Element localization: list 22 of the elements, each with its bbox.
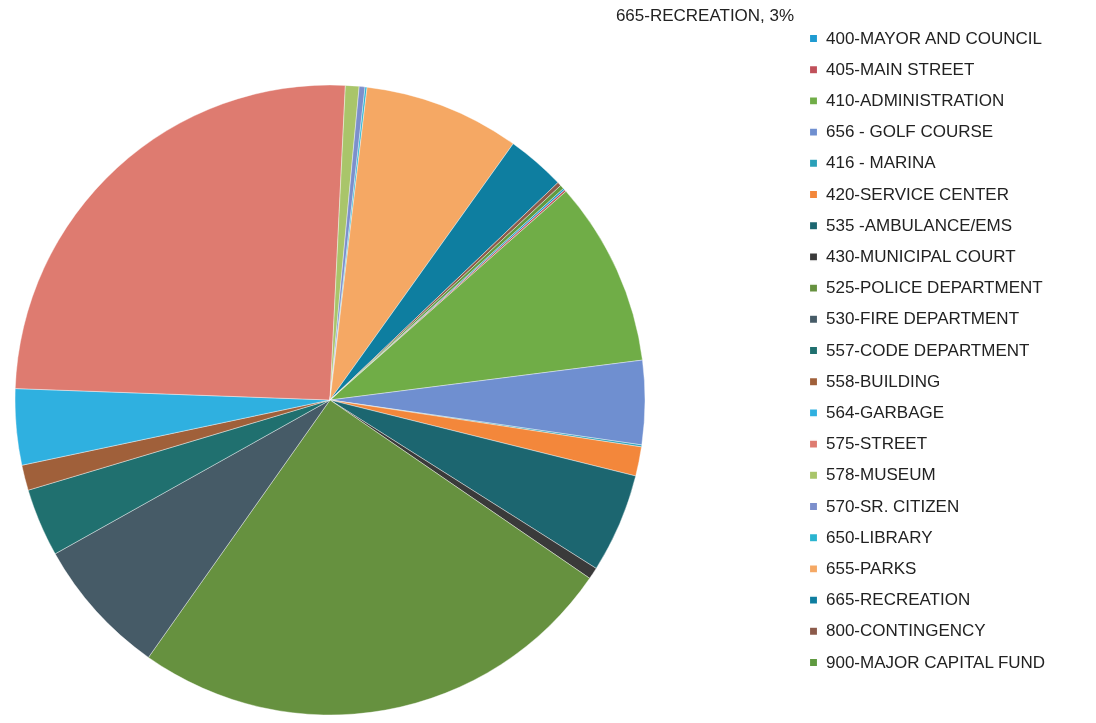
legend-label: 400-MAYOR AND COUNCIL bbox=[826, 28, 1043, 48]
legend-label: 410-ADMINISTRATION bbox=[826, 90, 1005, 110]
legend-label: 800-CONTINGENCY bbox=[826, 621, 986, 641]
legend-label: 656 - GOLF COURSE bbox=[826, 122, 994, 142]
legend-label: 655-PARKS bbox=[826, 558, 917, 578]
legend-label: 578-MUSEUM bbox=[826, 465, 936, 485]
legend-label: 420-SERVICE CENTER bbox=[826, 184, 1009, 204]
legend-label: 665-RECREATION bbox=[826, 590, 971, 610]
legend-label: 650-LIBRARY bbox=[826, 527, 933, 547]
legend-label: 530-FIRE DEPARTMENT bbox=[826, 309, 1020, 329]
legend-label: 570-SR. CITIZEN bbox=[826, 496, 960, 516]
legend-label: 564-GARBAGE bbox=[826, 402, 945, 422]
legend-label: 557-CODE DEPARTMENT bbox=[826, 340, 1030, 360]
legend-label: 525-POLICE DEPARTMENT bbox=[826, 278, 1043, 298]
legend-label: 405-MAIN STREET bbox=[826, 59, 975, 79]
text: 665-RECREATION, 3% bbox=[615, 6, 795, 25]
legend-label: 900-MAJOR CAPITAL FUND bbox=[826, 652, 1046, 672]
legend-label: 416 - MARINA bbox=[826, 153, 937, 173]
legend-label: 558-BUILDING bbox=[826, 371, 941, 391]
legend-label: 430-MUNICIPAL COURT bbox=[826, 246, 1016, 266]
legend-label: 535 -AMBULANCE/EMS bbox=[826, 215, 1013, 235]
legend-label: 575-STREET bbox=[826, 434, 928, 454]
